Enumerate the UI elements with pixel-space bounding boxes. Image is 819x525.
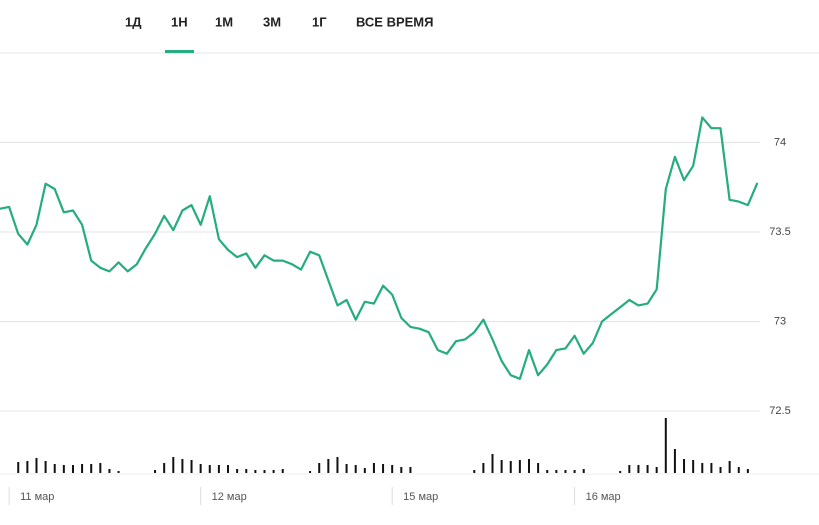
volume-bar xyxy=(737,467,740,473)
volume-bar xyxy=(44,461,47,473)
volume-bar xyxy=(26,461,29,473)
x-tick-label: 11 мар xyxy=(20,491,54,503)
volume-bar xyxy=(354,465,357,473)
volume-bar xyxy=(62,465,65,473)
volume-bar xyxy=(99,463,102,473)
volume-bar xyxy=(646,465,649,473)
volume-bar xyxy=(746,469,749,473)
y-tick-label: 73.5 xyxy=(769,226,790,238)
volume-bar xyxy=(181,459,184,473)
volume-bar xyxy=(692,460,695,473)
volume-bar xyxy=(400,467,403,473)
volume-bar xyxy=(372,463,375,473)
x-tick-label: 15 мар xyxy=(403,491,438,503)
volume-bar xyxy=(163,463,166,473)
volume-bar xyxy=(345,464,348,473)
volume-bar xyxy=(564,470,567,473)
volume-bar xyxy=(254,470,257,473)
volume-bar xyxy=(673,449,676,473)
volume-bar xyxy=(336,457,339,473)
y-tick-label: 74 xyxy=(774,136,786,148)
volume-bar xyxy=(409,467,412,473)
y-tick-label: 72.5 xyxy=(769,405,790,417)
period-tab[interactable]: 1Н xyxy=(171,14,188,29)
volume-bar xyxy=(363,468,366,473)
volume-bar xyxy=(719,467,722,473)
active-tab-underline xyxy=(165,50,194,53)
volume-bar xyxy=(582,469,585,473)
volume-bar xyxy=(17,462,20,473)
volume-bar xyxy=(318,463,321,473)
volume-bar xyxy=(208,465,211,473)
volume-bar xyxy=(527,459,530,473)
volume-bar xyxy=(664,418,667,473)
volume-bar xyxy=(683,459,686,473)
volume-bar xyxy=(710,463,713,473)
volume-bar xyxy=(227,465,230,473)
volume-bar xyxy=(537,463,540,473)
volume-bar xyxy=(628,465,631,473)
volume-bar xyxy=(108,469,111,473)
volume-bar xyxy=(309,471,312,473)
x-tick-label: 16 мар xyxy=(586,491,621,503)
volume-bar xyxy=(35,458,38,473)
volume-bar xyxy=(217,465,220,473)
volume-bar xyxy=(190,460,193,473)
x-tick-label: 12 мар xyxy=(212,491,247,503)
volume-bar xyxy=(491,454,494,473)
volume-bar xyxy=(81,464,84,473)
volume-bar xyxy=(655,467,658,473)
volume-bar xyxy=(546,470,549,473)
volume-bar xyxy=(473,470,476,473)
volume-bar xyxy=(619,471,622,473)
volume-bar xyxy=(281,469,284,473)
volume-bar xyxy=(236,469,239,473)
volume-bar xyxy=(154,470,157,473)
volume-bar xyxy=(245,469,248,473)
volume-bar xyxy=(573,470,576,473)
volume-bar xyxy=(728,461,731,473)
period-tab[interactable]: 1Д xyxy=(125,14,142,29)
volume-bar xyxy=(518,460,521,473)
price-line xyxy=(0,116,759,380)
period-tab[interactable]: ВСЕ ВРЕМЯ xyxy=(356,14,433,29)
period-tab[interactable]: 1Г xyxy=(312,14,327,29)
volume-bar xyxy=(90,464,93,473)
volume-bar xyxy=(391,465,394,473)
volume-bar xyxy=(701,463,704,473)
volume-bar xyxy=(263,470,266,473)
volume-bar xyxy=(272,470,275,473)
volume-bar xyxy=(500,460,503,473)
volume-bar xyxy=(53,464,56,473)
volume-bar xyxy=(555,470,558,473)
period-tab[interactable]: 1М xyxy=(215,14,233,29)
period-tab[interactable]: 3М xyxy=(263,14,281,29)
y-tick-label: 73 xyxy=(774,315,786,327)
volume-bar xyxy=(117,471,120,473)
volume-bar xyxy=(637,465,640,473)
volume-bar xyxy=(199,464,202,473)
volume-bar xyxy=(172,457,175,473)
volume-bar xyxy=(509,461,512,473)
volume-bar xyxy=(327,459,330,473)
volume-bar xyxy=(482,463,485,473)
volume-bar xyxy=(71,465,74,473)
volume-bar xyxy=(382,464,385,473)
